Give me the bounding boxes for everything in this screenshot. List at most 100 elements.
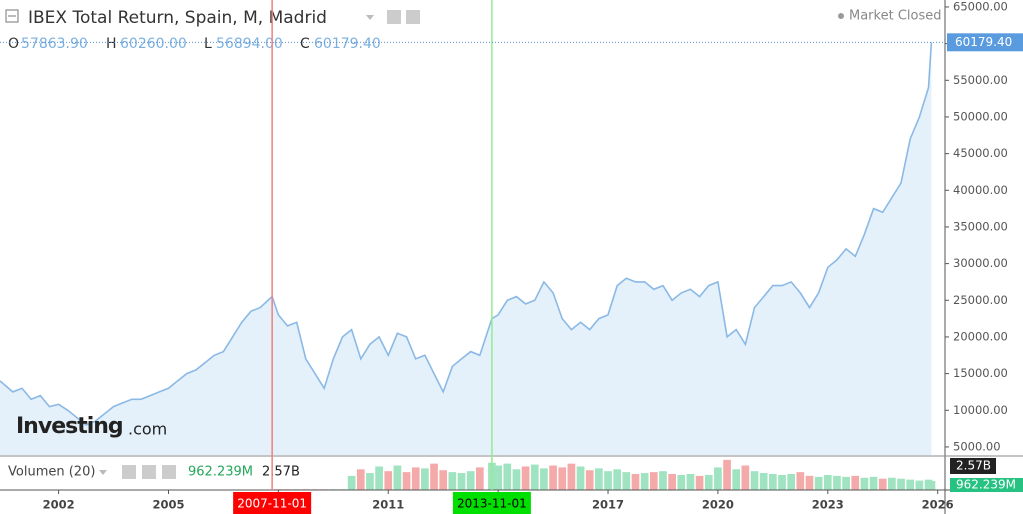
volume-bar (540, 468, 548, 490)
volume-bar (411, 467, 420, 490)
volume-bar (796, 472, 805, 490)
y-tick-label: 5000.00 (953, 439, 1001, 453)
ohlc-h: 60260.00 (120, 36, 187, 52)
volume-bar (787, 474, 796, 490)
volume-bar (549, 465, 557, 490)
ohlc-c: 60179.40 (314, 36, 381, 52)
volume-bar (430, 463, 438, 490)
last-price-label: 60179.40 (955, 35, 1012, 49)
volume-bar (686, 474, 695, 490)
volume-bar (604, 471, 612, 490)
ohlc-o-label: O (8, 36, 19, 52)
volume-bar (558, 467, 567, 490)
gear-icon[interactable] (406, 10, 420, 24)
ohlc-c-label: C (300, 36, 310, 52)
volume-bar (750, 471, 759, 490)
volume-bar (640, 473, 649, 490)
volume-dropdown[interactable] (99, 470, 107, 475)
x-tick-label: 2011 (372, 498, 404, 512)
y-tick-label: 50000.00 (953, 109, 1008, 123)
volume-bar (723, 459, 731, 490)
logo-suffix: .com (128, 420, 167, 439)
volume-bar (384, 471, 393, 490)
volume-bar (622, 472, 631, 490)
volume-bar (668, 474, 676, 490)
volume-bar (823, 474, 832, 490)
volume-bar (448, 472, 457, 490)
collapse-icon[interactable] (5, 9, 19, 23)
volume-bar (906, 479, 915, 490)
x-tick-label: 2017 (592, 498, 624, 512)
y-tick-label: 40000.00 (953, 183, 1008, 197)
volume-ma-axis: 2.57B (956, 459, 991, 473)
volume-bar (649, 472, 658, 490)
crosshair-label: 2007-11-01 (237, 497, 307, 511)
volume-bar (659, 471, 667, 490)
volume-close[interactable] (162, 465, 176, 479)
volume-bar (888, 477, 896, 490)
volume-bar (393, 465, 402, 490)
volume-bar (366, 473, 374, 490)
volume-bar (695, 475, 704, 490)
volume-bar (869, 476, 878, 490)
volume-bar (927, 480, 936, 490)
volume-gear[interactable] (142, 465, 156, 479)
volume-bar (897, 478, 905, 490)
volume-bar (759, 473, 768, 490)
y-tick-label: 20000.00 (953, 329, 1008, 343)
volume-bar (704, 474, 713, 490)
volume-bar (631, 474, 640, 490)
crosshair-label: 2013-11-01 (457, 497, 527, 511)
volume-bar (439, 470, 448, 490)
volume-bar (356, 469, 365, 490)
y-tick-label: 55000.00 (953, 73, 1008, 87)
ohlc-h-label: H (106, 36, 117, 52)
y-tick-label: 45000.00 (953, 146, 1008, 160)
volume-last-box (950, 478, 1023, 492)
volume-bar (842, 476, 850, 490)
volume-bar (347, 475, 356, 490)
volume-bar (521, 466, 530, 490)
title-dropdown[interactable] (366, 15, 374, 20)
volume-bar (375, 466, 383, 490)
price-area (0, 42, 932, 456)
x-tick-label: 2020 (702, 498, 734, 512)
volume-bar (741, 465, 750, 490)
volume-last-axis: 962.239M (956, 478, 1016, 492)
y-tick-label: 65000.00 (953, 0, 1008, 13)
logo: Investing (16, 414, 123, 439)
volume-bar (402, 472, 411, 490)
volume-bar (915, 480, 924, 490)
volume-bar (851, 475, 860, 490)
volume-bar (466, 471, 475, 490)
x-tick-label: 2005 (152, 498, 184, 512)
market-status: Market Closed (849, 9, 942, 24)
crosshair-box (233, 492, 312, 514)
volume-bar (677, 474, 686, 490)
x-tick-label: 2026 (922, 498, 954, 512)
volume-bar (778, 474, 786, 490)
ohlc-l: 56894.00 (216, 36, 283, 52)
y-tick-label: 25000.00 (953, 293, 1008, 307)
volume-bar (512, 469, 521, 490)
settings-icon[interactable] (387, 10, 401, 24)
volume-bar (714, 467, 722, 490)
volume-title: Volumen (20) (8, 465, 95, 480)
volume-bar (421, 468, 429, 490)
plot-area (0, 42, 936, 490)
volume-bar (613, 469, 622, 490)
volume-settings[interactable] (122, 465, 136, 479)
volume-bar (475, 467, 484, 490)
volume-bar (503, 463, 512, 490)
y-tick-label: 10000.00 (953, 403, 1008, 417)
volume-bar (530, 464, 539, 490)
ohlc-l-label: L (204, 36, 212, 52)
volume-bar (805, 475, 814, 490)
volume-last: 962.239M (188, 465, 253, 480)
volume-ma: 2.57B (262, 465, 300, 480)
status-dot (838, 13, 844, 19)
y-tick-label: 30000.00 (953, 256, 1008, 270)
chart-title: IBEX Total Return, Spain, M, Madrid (28, 8, 327, 28)
volume-bar (494, 465, 502, 490)
